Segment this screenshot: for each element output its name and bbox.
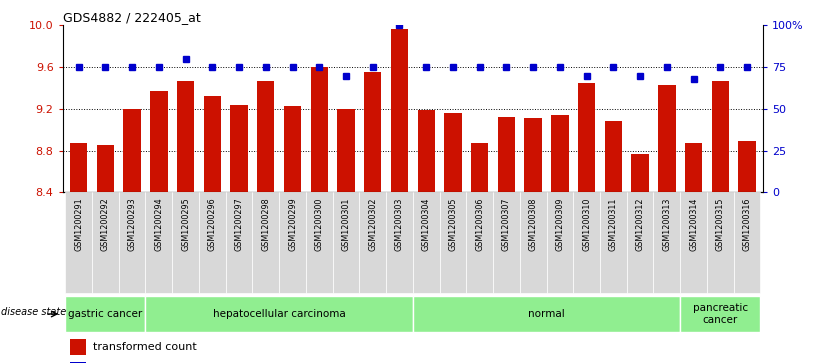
Text: GSM1200294: GSM1200294 (154, 197, 163, 251)
Text: GSM1200305: GSM1200305 (449, 197, 457, 251)
Text: GSM1200310: GSM1200310 (582, 197, 591, 251)
FancyBboxPatch shape (707, 192, 734, 293)
Bar (413, 296, 681, 332)
Text: GSM1200291: GSM1200291 (74, 197, 83, 251)
Text: GSM1200296: GSM1200296 (208, 197, 217, 251)
Text: GSM1200306: GSM1200306 (475, 197, 485, 251)
Text: GSM1200315: GSM1200315 (716, 197, 725, 251)
Text: GSM1200301: GSM1200301 (341, 197, 350, 251)
Text: GDS4882 / 222405_at: GDS4882 / 222405_at (63, 11, 200, 24)
Bar (711, 81, 729, 192)
Bar (551, 115, 569, 192)
Bar (203, 96, 221, 192)
Bar (391, 29, 408, 192)
FancyBboxPatch shape (734, 192, 761, 293)
Bar (177, 81, 194, 192)
Bar (310, 67, 328, 192)
FancyBboxPatch shape (333, 192, 359, 293)
Text: GSM1200297: GSM1200297 (234, 197, 244, 251)
Text: GSM1200295: GSM1200295 (181, 197, 190, 251)
FancyBboxPatch shape (359, 192, 386, 293)
Bar (364, 72, 381, 192)
FancyBboxPatch shape (65, 192, 92, 293)
FancyBboxPatch shape (493, 192, 520, 293)
FancyBboxPatch shape (573, 192, 600, 293)
FancyBboxPatch shape (600, 192, 626, 293)
FancyBboxPatch shape (226, 192, 253, 293)
Bar (123, 109, 141, 192)
Bar (97, 146, 114, 192)
Bar (145, 296, 413, 332)
Bar (69, 362, 87, 363)
FancyBboxPatch shape (386, 192, 413, 293)
Bar (605, 121, 622, 192)
Bar (418, 110, 435, 192)
Text: GSM1200302: GSM1200302 (369, 197, 377, 251)
Text: GSM1200293: GSM1200293 (128, 197, 137, 251)
FancyBboxPatch shape (520, 192, 546, 293)
Bar (337, 109, 354, 192)
FancyBboxPatch shape (145, 192, 172, 293)
Bar (578, 83, 595, 192)
Text: GSM1200311: GSM1200311 (609, 197, 618, 251)
Bar (681, 296, 761, 332)
Bar (631, 154, 649, 192)
Bar (685, 143, 702, 192)
Text: GSM1200304: GSM1200304 (422, 197, 430, 251)
FancyBboxPatch shape (466, 192, 493, 293)
Bar (658, 85, 676, 192)
Text: GSM1200312: GSM1200312 (636, 197, 645, 251)
FancyBboxPatch shape (118, 192, 145, 293)
Text: GSM1200299: GSM1200299 (288, 197, 297, 251)
Bar (69, 339, 87, 355)
FancyBboxPatch shape (199, 192, 226, 293)
Text: GSM1200300: GSM1200300 (314, 197, 324, 251)
FancyBboxPatch shape (546, 192, 573, 293)
FancyBboxPatch shape (306, 192, 333, 293)
Text: GSM1200313: GSM1200313 (662, 197, 671, 251)
Bar (525, 118, 542, 192)
Bar (284, 106, 301, 192)
Text: hepatocellular carcinoma: hepatocellular carcinoma (213, 309, 345, 319)
Text: GSM1200298: GSM1200298 (261, 197, 270, 251)
Text: transformed count: transformed count (93, 342, 197, 352)
Text: GSM1200307: GSM1200307 (502, 197, 511, 251)
Text: GSM1200316: GSM1200316 (742, 197, 751, 251)
FancyBboxPatch shape (626, 192, 654, 293)
Text: gastric cancer: gastric cancer (68, 309, 143, 319)
Bar (498, 117, 515, 192)
Text: GSM1200314: GSM1200314 (689, 197, 698, 251)
Bar (471, 143, 489, 192)
Text: disease state: disease state (1, 307, 67, 317)
FancyBboxPatch shape (279, 192, 306, 293)
Bar (150, 91, 168, 192)
Bar (65, 296, 145, 332)
FancyBboxPatch shape (172, 192, 199, 293)
Bar (257, 81, 274, 192)
Bar (230, 105, 248, 192)
Bar (738, 141, 756, 192)
Text: GSM1200292: GSM1200292 (101, 197, 110, 251)
Text: normal: normal (528, 309, 565, 319)
FancyBboxPatch shape (440, 192, 466, 293)
FancyBboxPatch shape (92, 192, 118, 293)
Text: pancreatic
cancer: pancreatic cancer (693, 303, 748, 325)
Bar (70, 143, 88, 192)
FancyBboxPatch shape (654, 192, 681, 293)
Bar (445, 113, 462, 192)
FancyBboxPatch shape (413, 192, 440, 293)
Text: GSM1200309: GSM1200309 (555, 197, 565, 251)
FancyBboxPatch shape (253, 192, 279, 293)
Text: GSM1200308: GSM1200308 (529, 197, 538, 251)
FancyBboxPatch shape (681, 192, 707, 293)
Text: GSM1200303: GSM1200303 (395, 197, 404, 251)
